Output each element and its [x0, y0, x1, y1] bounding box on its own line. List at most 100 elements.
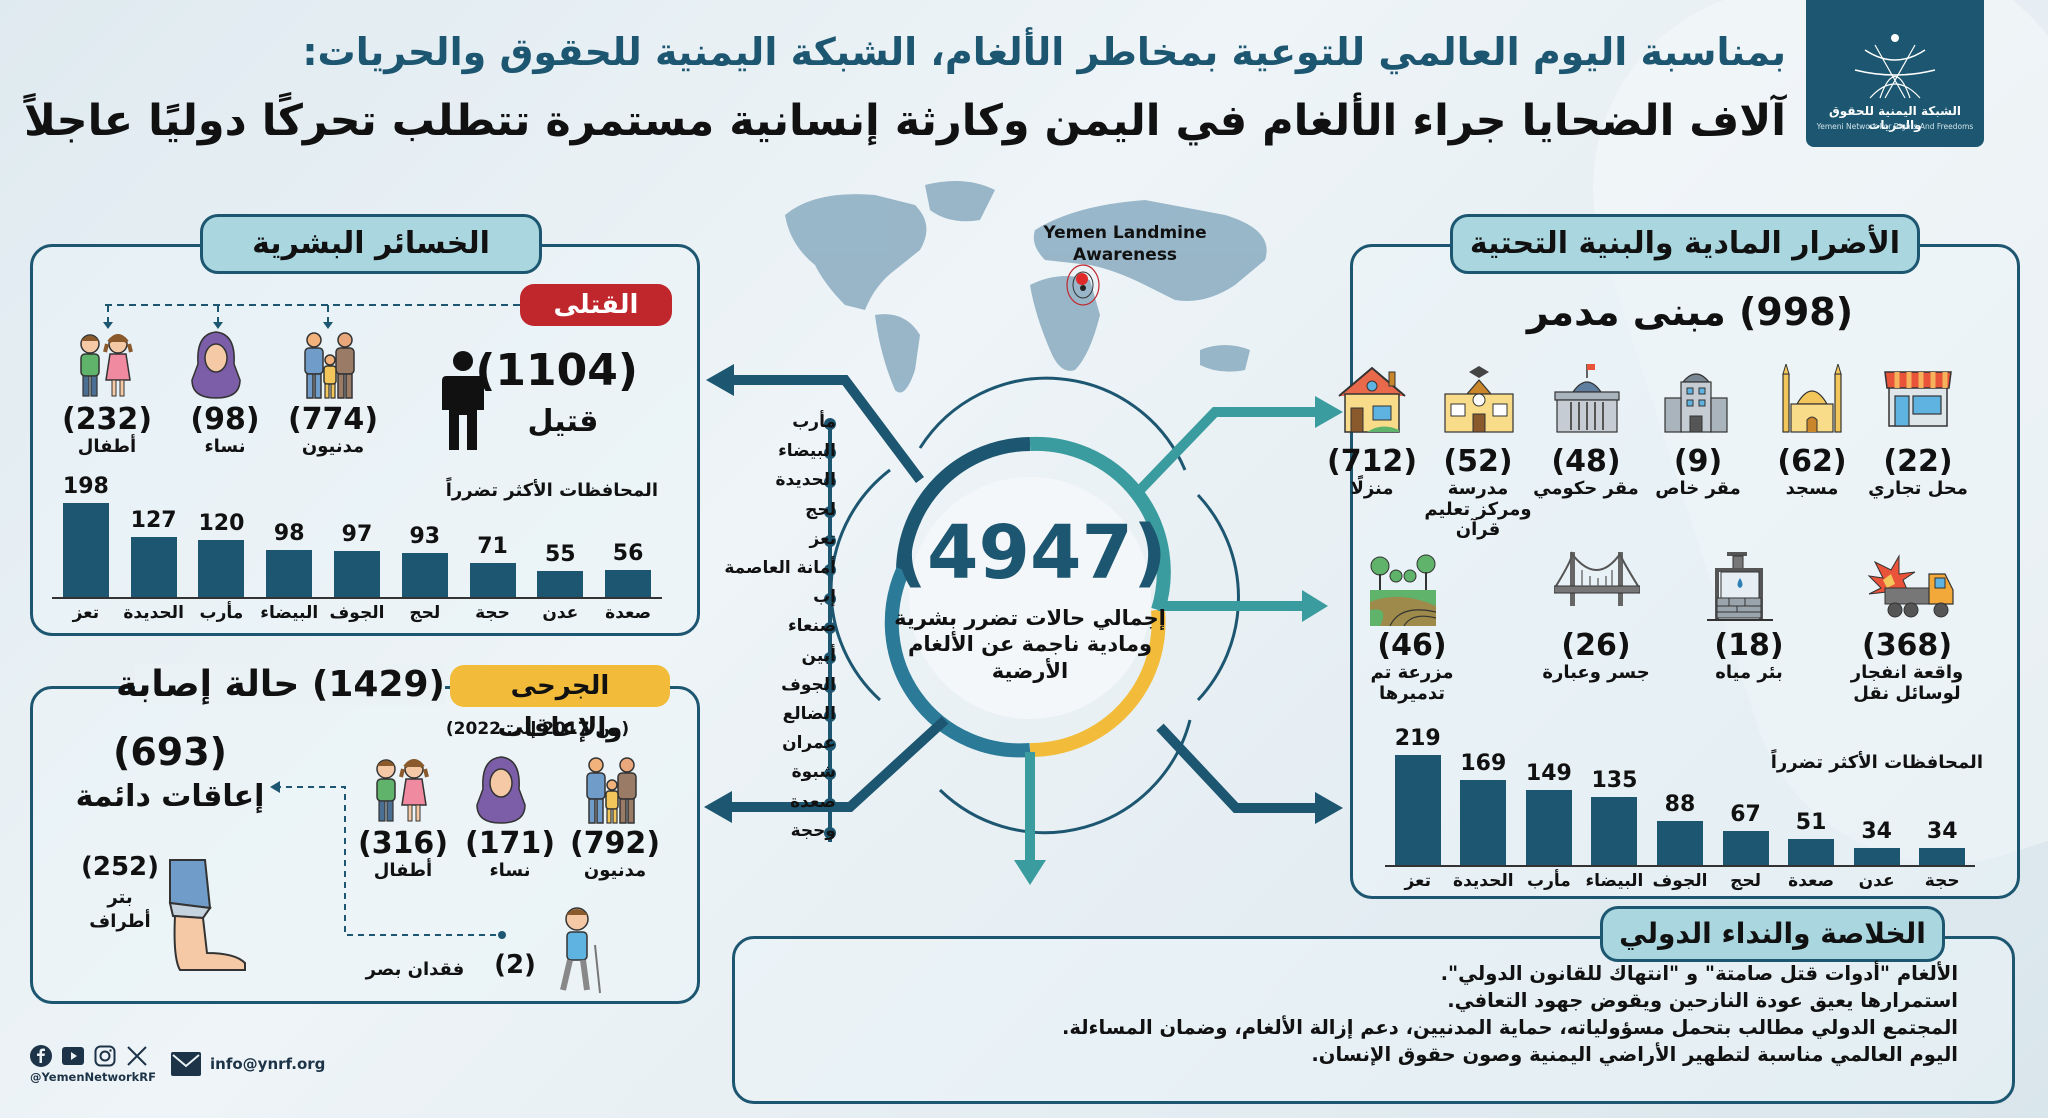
bar-category: صعدة: [605, 603, 652, 623]
governorate-dot: [824, 622, 836, 635]
governorate-item: تعز: [809, 528, 836, 549]
governorate-dot: [824, 505, 836, 518]
bar[interactable]: [1722, 831, 1769, 865]
bar-category: تعز: [1404, 871, 1432, 891]
bar-value: 98: [273, 521, 305, 546]
bar[interactable]: [1394, 755, 1441, 865]
map-label-line2: Awareness: [1072, 245, 1178, 265]
instagram-icon[interactable]: [94, 1045, 116, 1067]
bar-value: 71: [477, 534, 508, 559]
bar-value: 88: [1664, 792, 1696, 817]
damage-value: (52): [1443, 444, 1513, 479]
damage-item: (368) واقعة انفجار لوسائل نقل: [1837, 628, 1977, 704]
governorate-item: عمران: [782, 733, 836, 754]
logo-name-en: Yemeni Network For Rights And Freedoms: [1816, 122, 1974, 131]
office-building-icon: [1663, 364, 1729, 438]
bar[interactable]: [469, 563, 516, 597]
bar[interactable]: [62, 503, 109, 597]
bar-group: 55: [526, 542, 594, 597]
bar-category: الحديدة: [123, 603, 184, 623]
amputated-leg-icon: [168, 859, 246, 971]
damage-label: منزلًا: [1350, 478, 1394, 499]
injured-panel: [30, 686, 700, 1004]
buildings-destroyed-total: (998) مبنى مدمر: [1526, 290, 1854, 334]
children-icon: [72, 330, 136, 404]
blindness-label: فقدان بصر: [365, 959, 465, 980]
youtube-icon[interactable]: [62, 1045, 84, 1067]
bar[interactable]: [401, 553, 448, 597]
bar-value: 51: [1795, 810, 1827, 835]
damage-value: (62): [1777, 444, 1847, 479]
governorate-dot: [824, 593, 836, 606]
stat-label: أطفال: [77, 436, 137, 457]
bar[interactable]: [1853, 848, 1900, 865]
governorate-item: البيضاء: [778, 441, 836, 462]
stat-item: (792) مدنيون: [550, 826, 680, 882]
bar-group: 97: [323, 522, 391, 597]
bar-group: 219: [1385, 726, 1451, 865]
bar[interactable]: [1460, 780, 1507, 865]
governorate-item: لحج: [805, 499, 836, 520]
x-icon[interactable]: [126, 1045, 148, 1067]
bar[interactable]: [537, 571, 584, 597]
governorate-dot: [824, 680, 836, 693]
bar[interactable]: [1657, 821, 1703, 865]
killed-chart-title: المحافظات الأكثر تضرراً: [445, 480, 658, 501]
bar-category: عدن: [542, 603, 579, 623]
governorate-dot: [824, 534, 836, 547]
bar[interactable]: [1919, 848, 1966, 865]
bar[interactable]: [130, 537, 177, 597]
stat-label: نساء: [489, 860, 531, 881]
governorate-dot: [824, 710, 836, 722]
bar[interactable]: [1788, 839, 1835, 865]
damage-item: (48) مقر حكومي: [1526, 444, 1646, 500]
damage-label: محل تجاري: [1868, 478, 1968, 499]
governorate-dot: [824, 797, 836, 810]
facebook-icon[interactable]: [30, 1045, 52, 1067]
social-handle[interactable]: @YemenNetworkRF: [30, 1070, 157, 1084]
bar-group: 56: [594, 541, 662, 597]
governorate-item: صعدة: [790, 791, 836, 812]
governorate-dot: [824, 826, 836, 839]
stat-label: مدنيون: [583, 860, 647, 881]
children-icon: [368, 755, 432, 829]
bar-category: البيضاء: [1585, 871, 1644, 891]
bar[interactable]: [605, 570, 652, 597]
governorate-item: مأرب: [792, 412, 836, 432]
damage-item: (26) جسر وعبارة: [1526, 628, 1666, 684]
conclusion-line: استمرارها يعيق عودة النازحين ويقوض جهود …: [1447, 989, 1958, 1012]
bar-group: 98: [255, 521, 323, 597]
stat-item: (98) نساء: [160, 402, 290, 458]
conclusion-text: الألغام "أدوات قتل صامتة" و "انتهاك للقا…: [758, 960, 1958, 1068]
injured-total: (1429) حالة إصابة: [116, 664, 445, 705]
bar[interactable]: [1591, 797, 1638, 865]
bar[interactable]: [334, 551, 380, 597]
bar[interactable]: [266, 550, 313, 597]
bar-value: 169: [1460, 751, 1507, 776]
damage-label: بئر مياه: [1715, 662, 1783, 683]
email-link[interactable]: info@ynrf.org: [210, 1055, 326, 1073]
bar[interactable]: [1525, 790, 1572, 865]
killed-badge: القتلى: [520, 284, 672, 326]
damage-label: واقعة انفجار لوسائل نقل: [1850, 662, 1964, 704]
governorate-item: وحجة: [790, 820, 836, 841]
school-icon: [1443, 364, 1515, 438]
total-cases-label: إجمالي حالات تضرر بشرية ومادية ناجمة عن …: [894, 606, 1166, 683]
dashed-connector-injured: [270, 781, 506, 939]
bar-category: صعدة: [1788, 871, 1835, 891]
governorate-dot: [824, 768, 836, 781]
amputation-count: (252): [80, 852, 160, 882]
bar[interactable]: [198, 540, 245, 597]
truck-explosion-icon: [1865, 550, 1955, 624]
governorate-item: الضالع: [782, 704, 836, 724]
material-chart-title: المحافظات الأكثر تضرراً: [1770, 752, 1983, 773]
bar-category: لحج: [409, 603, 441, 623]
stat-label: نساء: [204, 436, 246, 457]
damage-value: (712): [1326, 444, 1418, 479]
blindness-count: (2): [494, 950, 536, 980]
bar-group: 120: [188, 511, 256, 597]
conclusion-title: الخلاصة والنداء الدولي: [1600, 906, 1945, 962]
yemen-location-marker-icon: [1066, 264, 1100, 306]
damage-value: (368): [1861, 628, 1953, 663]
conclusion-line: اليوم العالمي مناسبة لتطهير الأراضي اليم…: [1311, 1043, 1958, 1066]
